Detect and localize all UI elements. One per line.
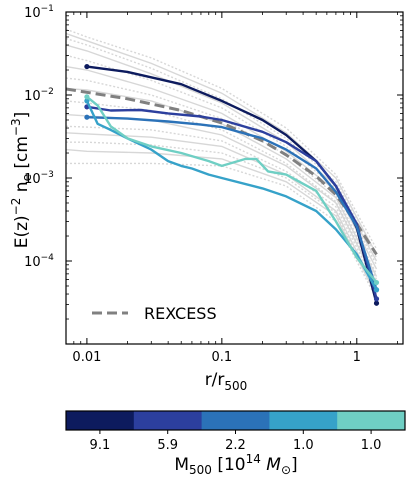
cluster-end-point — [373, 279, 380, 286]
y-tick-label-exp: −1 — [41, 4, 54, 14]
y-tick-label: 10−3 — [24, 170, 54, 187]
rexcess-profile-line — [66, 113, 378, 283]
y-axis-title-sup2: −3 — [9, 118, 23, 136]
colorbar-cell — [201, 411, 270, 430]
colorbar-cell — [66, 411, 135, 430]
colorbar-title-base: M — [174, 455, 189, 475]
axis-ticks: 0.01 0.1 110−110−210−310−4 — [24, 4, 403, 365]
legend: REXCESS — [92, 304, 217, 323]
x-tick-label: 0.1 — [212, 350, 233, 365]
y-axis-title-sup1: −2 — [9, 198, 23, 216]
colorbar-tick-label: 5.9 — [157, 438, 178, 453]
cluster-start-point — [84, 98, 90, 104]
colorbar-title-sub: 500 — [189, 463, 212, 477]
y-tick-label-exp: −4 — [41, 253, 55, 263]
y-axis-title-end: ] — [12, 112, 32, 119]
cluster-profile-line — [85, 100, 378, 291]
cluster-end-point — [373, 300, 380, 306]
y-tick-label: 10−4 — [24, 253, 54, 270]
legend-label-rexcess: REXCESS — [144, 304, 217, 323]
rexcess-mean-line — [66, 87, 378, 256]
cluster-profile-line — [86, 105, 378, 300]
y-axis-title-mid: n — [12, 181, 32, 197]
y-axis-title-post: [cm — [12, 136, 32, 174]
x-axis-title-sub: 500 — [224, 379, 247, 393]
y-tick-label-exp: −3 — [41, 170, 54, 180]
y-tick-label: 10−2 — [24, 87, 54, 104]
x-axis-title: r/r500 — [205, 370, 248, 393]
colorbar-tick-label: 1.0 — [361, 438, 382, 453]
cluster-series-layer — [84, 63, 380, 306]
cluster-profile-line — [86, 116, 378, 291]
y-tick-label-exp: −2 — [41, 87, 54, 97]
rexcess-profile-line — [66, 28, 378, 250]
colorbar-tick-label: 1.0 — [293, 438, 314, 453]
x-tick-label: 1 — [353, 350, 361, 365]
y-axis-title-pre: E(z) — [12, 215, 32, 248]
x-axis-title-base: r/r — [205, 370, 225, 390]
colorbar-title-unit-sub: ⊙ — [281, 463, 291, 477]
y-tick-label-base: 10 — [24, 172, 41, 187]
rexcess-profile-line — [66, 32, 378, 255]
colorbar-tick-label: 9.1 — [90, 438, 111, 453]
plot-area — [66, 28, 380, 306]
y-tick-label-base: 10 — [24, 6, 41, 21]
cluster-end-point — [373, 287, 380, 293]
rexcess-profile-line — [66, 54, 378, 266]
colorbar-title: M500 [1014 M⊙] — [174, 452, 297, 477]
rexcess-profile-line — [66, 77, 378, 275]
y-tick-label-base: 10 — [24, 89, 41, 104]
rexcess-profile-line — [66, 37, 378, 258]
colorbar-cell — [269, 411, 338, 430]
rexcess-profile-line — [66, 141, 378, 295]
rexcess-profile-line — [66, 132, 378, 291]
y-axis-title-sub: e — [20, 174, 34, 181]
rexcess-profile-line — [66, 125, 378, 287]
colorbar-cell — [337, 411, 406, 430]
cluster-start-point — [84, 114, 90, 120]
x-tick-label: 0.01 — [72, 350, 101, 365]
colorbar-title-end: ] — [291, 455, 298, 475]
rexcess-mean-layer — [66, 87, 378, 256]
cluster-end-point — [373, 296, 380, 302]
cluster-profile-line — [86, 95, 378, 284]
colorbar-title-sup: 14 — [246, 452, 261, 466]
colorbar-cells — [66, 411, 406, 430]
colorbar-ticks: 9.1 5.9 2.2 1.0 1.0 — [90, 430, 382, 453]
cluster-profile-line — [86, 65, 378, 304]
cluster-start-point — [84, 63, 90, 70]
rexcess-profile-line — [66, 87, 378, 277]
colorbar-cell — [133, 411, 203, 430]
y-axis-title: E(z)−2 ne [cm−3] — [9, 112, 34, 249]
rexcess-profile-line — [66, 148, 378, 297]
colorbar-tick-label: 2.2 — [225, 438, 246, 453]
colorbar-title-unit: M — [261, 455, 281, 475]
colorbar-title-pre-units: [10 — [212, 455, 246, 475]
cluster-start-point — [84, 94, 90, 100]
colorbar: 9.1 5.9 2.2 1.0 1.0 M500 [1014 M⊙] — [65, 410, 406, 477]
y-tick-label-base: 10 — [24, 255, 41, 270]
y-tick-label: 10−1 — [24, 4, 54, 21]
